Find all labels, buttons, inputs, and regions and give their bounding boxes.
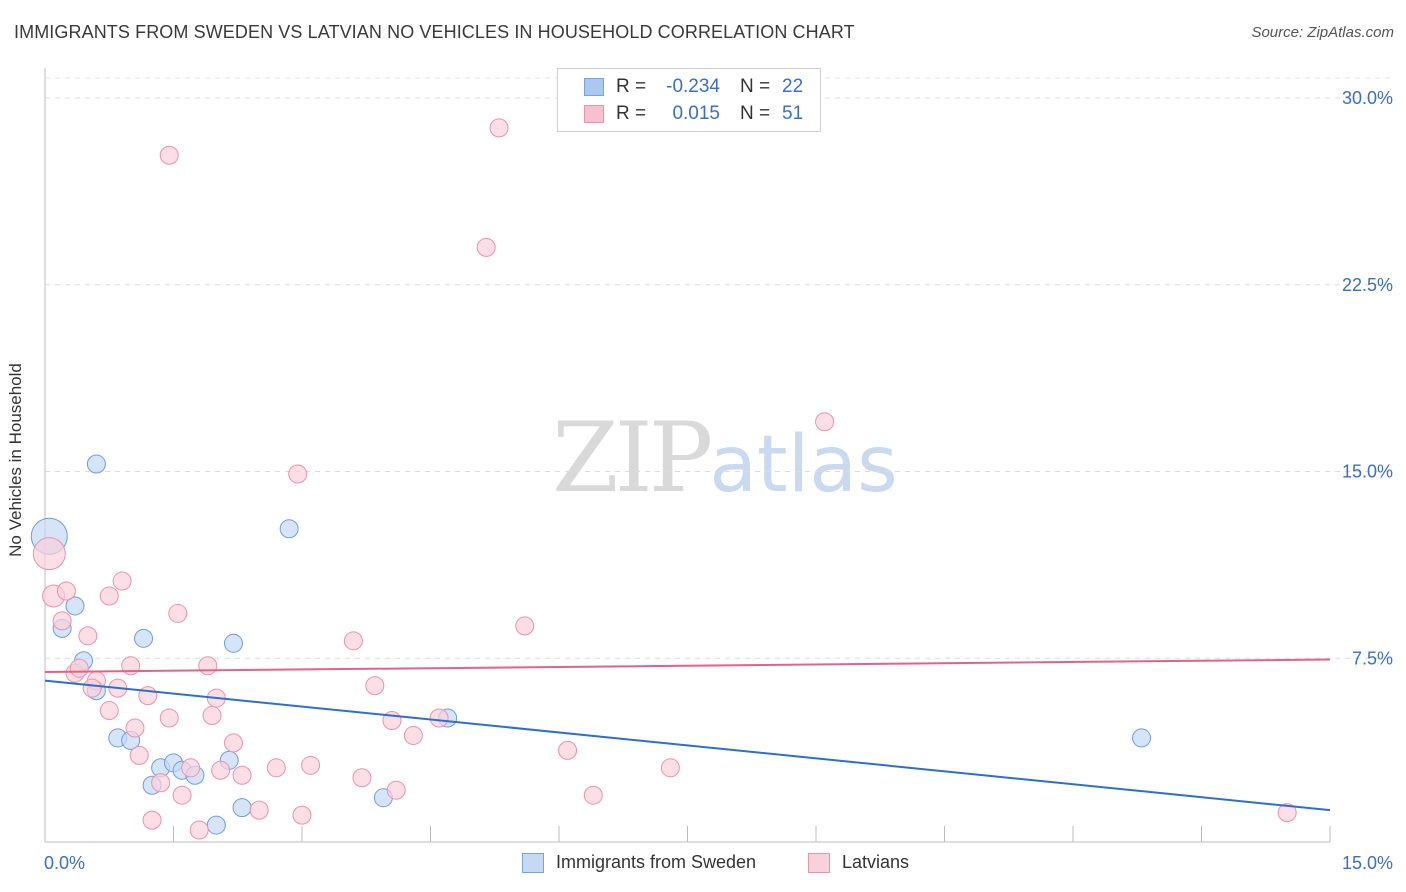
legend-r-value: 0.015: [672, 103, 720, 124]
latvian-point: [129, 745, 149, 765]
sweden-point: [86, 454, 106, 474]
latvian-point: [660, 758, 680, 778]
latvian-point: [211, 760, 231, 780]
watermark-zip: ZIP: [552, 402, 713, 514]
latvian-point: [403, 725, 423, 745]
latvian-point: [125, 718, 145, 738]
latvian-point: [198, 656, 218, 676]
legend-n-value: 22: [782, 76, 804, 97]
sweden-point: [65, 596, 85, 616]
latvian-point: [159, 145, 179, 165]
x-tick-label: 0.0%: [44, 853, 85, 873]
latvian-point: [489, 118, 509, 138]
latvian-trend-line: [44, 658, 1331, 673]
latvian-point: [365, 676, 385, 696]
sweden-point: [279, 519, 299, 539]
sweden-trend-line: [44, 679, 1331, 812]
correlation-legend: R = -0.234 N = 22 R = 0.015 N = 51: [557, 68, 821, 132]
series-label-sweden: Immigrants from Sweden: [556, 852, 757, 872]
zipatlas-watermark: ZIPatlas: [552, 402, 898, 514]
latvian-point: [386, 780, 406, 800]
series-label-latvians: Latvians: [842, 852, 910, 872]
legend-row-sweden: R = -0.234 N = 22: [584, 75, 816, 99]
latvian-point: [142, 810, 162, 830]
latvian-point: [288, 464, 308, 484]
latvian-point: [815, 412, 835, 432]
latvian-point: [99, 701, 119, 721]
latvian-point: [202, 706, 222, 726]
latvian-point: [82, 678, 102, 698]
latvian-point: [159, 708, 179, 728]
latvian-point: [138, 686, 158, 706]
sweden-point: [232, 798, 252, 818]
series-swatch-latvians: [808, 852, 830, 873]
series-legend: Immigrants from Sweden Latvians: [0, 852, 1406, 878]
y-tick-label: 30.0%: [1342, 88, 1393, 108]
latvian-point: [292, 805, 312, 825]
legend-r-label: R =: [616, 76, 647, 97]
sweden-point: [223, 633, 243, 653]
series-swatch-sweden: [522, 852, 544, 873]
latvian-point: [189, 820, 209, 840]
latvian-point: [56, 581, 76, 601]
y-tick-label: 15.0%: [1342, 462, 1393, 482]
latvian-point: [78, 626, 98, 646]
series-legend-sweden: Immigrants from Sweden: [522, 852, 756, 873]
latvian-point: [266, 758, 286, 778]
y-axis-label: No Vehicles in Household: [6, 363, 25, 557]
legend-n-value: 51: [782, 103, 804, 124]
latvian-point: [232, 765, 252, 785]
latvian-point: [32, 537, 66, 571]
legend-n-label: N =: [740, 76, 771, 97]
latvian-point: [301, 755, 321, 775]
legend-n-label: N =: [740, 103, 771, 124]
latvian-point: [429, 708, 449, 728]
latvian-point: [343, 631, 363, 651]
latvian-point: [1277, 803, 1297, 823]
chart-title: IMMIGRANTS FROM SWEDEN VS LATVIAN NO VEH…: [14, 22, 855, 42]
latvian-point: [181, 758, 201, 778]
legend-swatch-sweden: [584, 78, 604, 96]
legend-r-label: R =: [616, 103, 647, 124]
latvian-point: [52, 611, 72, 631]
x-tick-label: 15.0%: [1342, 853, 1393, 873]
series-legend-latvians: Latvians: [808, 852, 909, 873]
sweden-point: [206, 815, 226, 835]
latvian-point: [69, 658, 89, 678]
latvian-point: [352, 768, 372, 788]
sweden-point: [134, 628, 154, 648]
y-tick-label: 22.5%: [1342, 275, 1393, 295]
latvian-point: [112, 571, 132, 591]
latvian-point: [172, 785, 192, 805]
legend-row-latvians: R = 0.015 N = 51: [584, 102, 816, 126]
watermark-atlas: atlas: [709, 420, 898, 510]
latvian-point: [583, 785, 603, 805]
latvian-point: [515, 616, 535, 636]
legend-swatch-latvians: [584, 105, 604, 123]
latvian-point: [476, 237, 496, 257]
latvian-point: [99, 586, 119, 606]
sweden-point: [1132, 728, 1152, 748]
chart-source: Source: ZipAtlas.com: [1251, 24, 1394, 41]
latvian-point: [168, 603, 188, 623]
latvian-point: [151, 773, 171, 793]
latvian-point: [558, 740, 578, 760]
latvian-point: [249, 800, 269, 820]
legend-r-value: -0.234: [666, 76, 720, 97]
latvian-point: [223, 733, 243, 753]
y-tick-label: 7.5%: [1352, 648, 1393, 668]
